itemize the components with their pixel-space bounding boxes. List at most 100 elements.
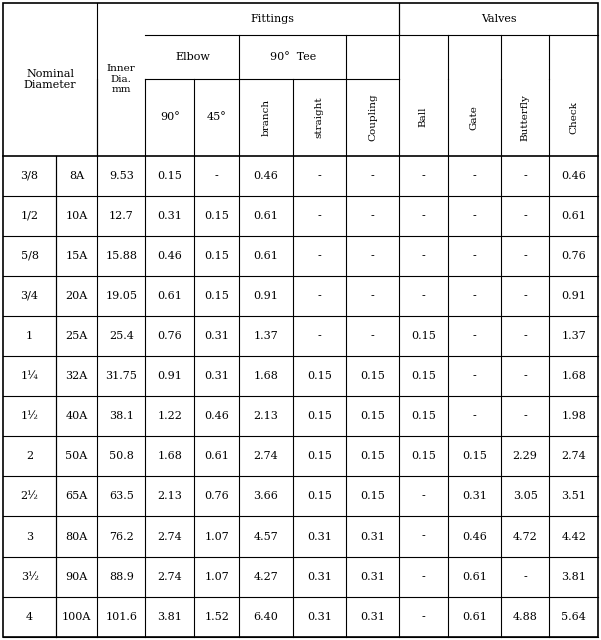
Text: 9.53: 9.53 [109,171,133,180]
Text: 90°: 90° [160,112,180,122]
Text: 1.07: 1.07 [204,572,229,582]
Text: -: - [317,251,321,261]
Text: 20A: 20A [66,291,88,301]
Text: 0.76: 0.76 [204,492,229,502]
Text: 1.22: 1.22 [157,412,182,421]
Text: 3.51: 3.51 [561,492,586,502]
Text: 0.46: 0.46 [157,251,182,261]
Text: -: - [421,572,426,582]
Text: 65A: 65A [66,492,88,502]
Text: 0.15: 0.15 [157,171,182,180]
Text: straight: straight [315,97,324,138]
Text: -: - [523,251,527,261]
Text: Elbow: Elbow [175,52,210,62]
Text: Nominal
Diameter: Nominal Diameter [23,68,76,90]
Text: -: - [472,291,476,301]
Text: 0.15: 0.15 [307,451,332,461]
Text: -: - [317,331,321,341]
Text: 10A: 10A [66,211,88,221]
Text: 100A: 100A [62,612,91,621]
Text: -: - [371,211,374,221]
Text: 50A: 50A [66,451,88,461]
Text: 63.5: 63.5 [109,492,133,502]
Text: 4.72: 4.72 [513,532,537,541]
Text: 3.05: 3.05 [513,492,538,502]
Text: -: - [371,331,374,341]
Text: -: - [472,251,476,261]
Text: 101.6: 101.6 [105,612,137,621]
Text: 0.76: 0.76 [561,251,586,261]
Text: Coupling: Coupling [368,93,377,141]
Text: 15A: 15A [66,251,88,261]
Text: 3.81: 3.81 [561,572,586,582]
Text: 0.15: 0.15 [360,412,385,421]
Text: 0.46: 0.46 [561,171,586,180]
Text: 0.31: 0.31 [204,371,229,381]
Text: -: - [523,291,527,301]
Text: 4.88: 4.88 [513,612,538,621]
Text: 1.37: 1.37 [254,331,278,341]
Text: 80A: 80A [66,532,88,541]
Text: 0.15: 0.15 [411,371,436,381]
Text: 0.15: 0.15 [204,251,229,261]
Text: -: - [472,371,476,381]
Text: 4.27: 4.27 [254,572,278,582]
Text: 4: 4 [26,612,33,621]
Text: 3/4: 3/4 [20,291,38,301]
Text: Valves: Valves [481,14,516,24]
Text: 50.8: 50.8 [109,451,133,461]
Text: 0.15: 0.15 [462,451,487,461]
Text: 0.31: 0.31 [157,211,182,221]
Text: 2: 2 [26,451,33,461]
Text: 8A: 8A [69,171,84,180]
Text: 0.91: 0.91 [254,291,278,301]
Text: 0.46: 0.46 [204,412,229,421]
Text: 2½: 2½ [20,492,38,502]
Text: 1¼: 1¼ [20,371,38,381]
Text: -: - [421,492,426,502]
Text: 0.15: 0.15 [360,451,385,461]
Text: -: - [472,211,476,221]
Text: 2.74: 2.74 [254,451,278,461]
Text: Gate: Gate [470,105,479,129]
Text: 4.57: 4.57 [254,532,278,541]
Text: Ball: Ball [419,107,428,127]
Text: 88.9: 88.9 [109,572,133,582]
Text: 3.81: 3.81 [157,612,182,621]
Text: 2.29: 2.29 [513,451,538,461]
Text: 1: 1 [26,331,33,341]
Text: 12.7: 12.7 [109,211,133,221]
Text: 38.1: 38.1 [109,412,133,421]
Text: 0.15: 0.15 [307,412,332,421]
Text: 0.31: 0.31 [462,492,487,502]
Text: 0.61: 0.61 [561,211,586,221]
Text: 0.15: 0.15 [204,291,229,301]
Text: -: - [523,412,527,421]
Text: 45°: 45° [207,112,227,122]
Text: 1.68: 1.68 [254,371,278,381]
Text: branch: branch [261,99,270,136]
Text: 0.46: 0.46 [462,532,487,541]
Text: 0.31: 0.31 [307,612,332,621]
Text: 6.40: 6.40 [254,612,278,621]
Text: 32A: 32A [66,371,88,381]
Text: 2.74: 2.74 [157,532,182,541]
Text: 1.98: 1.98 [561,412,586,421]
Text: 0.15: 0.15 [204,211,229,221]
Text: 0.15: 0.15 [411,451,436,461]
Text: 0.31: 0.31 [204,331,229,341]
Text: -: - [371,171,374,180]
Text: -: - [371,291,374,301]
Text: 3.66: 3.66 [254,492,278,502]
Text: Butterfly: Butterfly [520,93,529,141]
Text: 0.15: 0.15 [411,412,436,421]
Text: 1.68: 1.68 [157,451,182,461]
Text: -: - [317,211,321,221]
Text: -: - [421,211,426,221]
Text: 0.15: 0.15 [360,492,385,502]
Text: 0.61: 0.61 [462,612,487,621]
Text: 0.15: 0.15 [307,371,332,381]
Text: 0.91: 0.91 [157,371,182,381]
Text: 0.15: 0.15 [360,371,385,381]
Text: 0.15: 0.15 [411,331,436,341]
